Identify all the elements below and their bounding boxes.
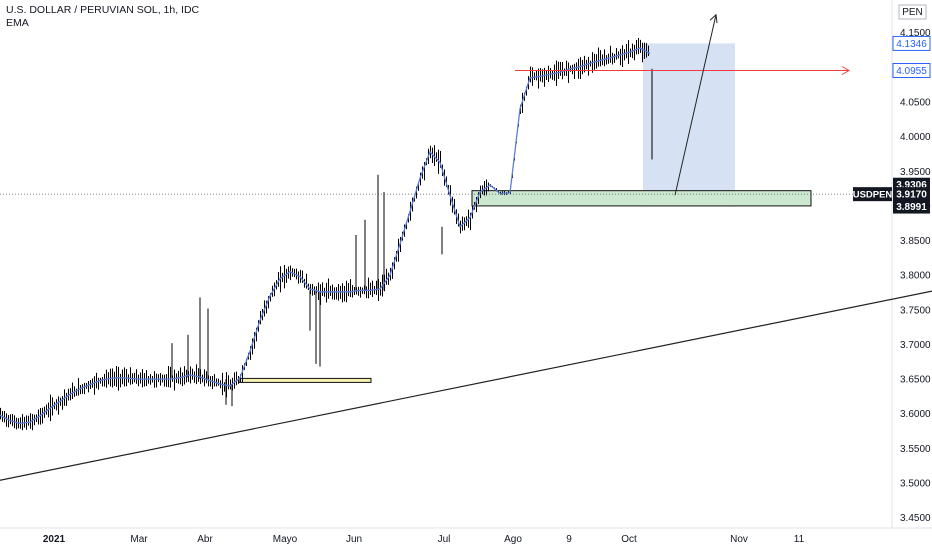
demand-zone — [238, 377, 372, 383]
ema-layer — [0, 47, 651, 425]
time-tick-label: Jul — [438, 534, 451, 545]
price-badge-text: 3.8991 — [896, 202, 927, 213]
ema-line — [0, 47, 651, 425]
price-tick-label: 3.7500 — [900, 305, 931, 316]
price-badge-text: 4.0955 — [896, 66, 927, 77]
resistance-arrow — [841, 66, 851, 75]
time-tick-label: Ago — [504, 534, 522, 545]
price-tick-label: 3.5000 — [900, 479, 931, 490]
chart-title: U.S. DOLLAR / PERUVIAN SOL, 1h, IDC — [6, 4, 200, 16]
indicator-label[interactable]: EMA — [6, 17, 29, 29]
projection-arrow-head — [709, 13, 718, 24]
projection-box — [643, 43, 735, 207]
time-tick-label: Nov — [730, 534, 748, 545]
time-tick-label: 11 — [794, 534, 805, 545]
price-tick-label: 3.6000 — [900, 409, 931, 420]
candles-layer — [0, 38, 653, 431]
overlay-layer — [0, 13, 932, 481]
symbol-badge-text: USDPEN — [853, 190, 893, 201]
time-tick-label: Oct — [621, 534, 637, 545]
currency-label: PEN — [902, 7, 923, 18]
price-tick-label: 3.9500 — [900, 167, 931, 178]
price-badge-text: 4.1346 — [896, 39, 927, 50]
time-tick-label: Abr — [197, 534, 213, 545]
price-badge — [892, 35, 931, 51]
price-tick-label: 3.4500 — [900, 513, 931, 524]
trendline — [0, 290, 932, 481]
time-tick-label: Jun — [346, 534, 362, 545]
price-axis: 4.15004.10004.05004.00003.95003.90003.85… — [853, 28, 931, 524]
time-tick-label: 9 — [566, 534, 572, 545]
price-badge-text: 3.9306 — [896, 180, 927, 191]
price-tick-label: 4.0500 — [900, 98, 931, 109]
price-badge — [892, 62, 931, 78]
symbol-badge — [853, 187, 892, 202]
price-badge-text: 3.9170 — [896, 190, 927, 201]
price-tick-label: 4.1500 — [900, 28, 931, 39]
price-badge — [893, 199, 930, 214]
time-axis: 2021 Mar Abr Mayo Jun Jul Ago 9 Oct Nov 11 — [43, 534, 805, 545]
price-tick-label: 3.5500 — [900, 444, 931, 455]
price-tick-label: 3.7000 — [900, 340, 931, 351]
price-tick-label: 4.0000 — [900, 132, 931, 143]
price-badge — [893, 187, 930, 202]
currency-badge[interactable] — [898, 4, 927, 20]
time-tick-label: Mar — [130, 534, 148, 545]
projection-arrow-line — [674, 14, 717, 196]
support-zone — [471, 190, 812, 207]
price-tick-label: 3.8500 — [900, 236, 931, 247]
time-tick-label: 2021 — [43, 534, 66, 545]
time-tick-label: Mayo — [273, 534, 298, 545]
price-tick-label: 3.8000 — [900, 271, 931, 282]
price-tick-label: 3.6500 — [900, 375, 931, 386]
